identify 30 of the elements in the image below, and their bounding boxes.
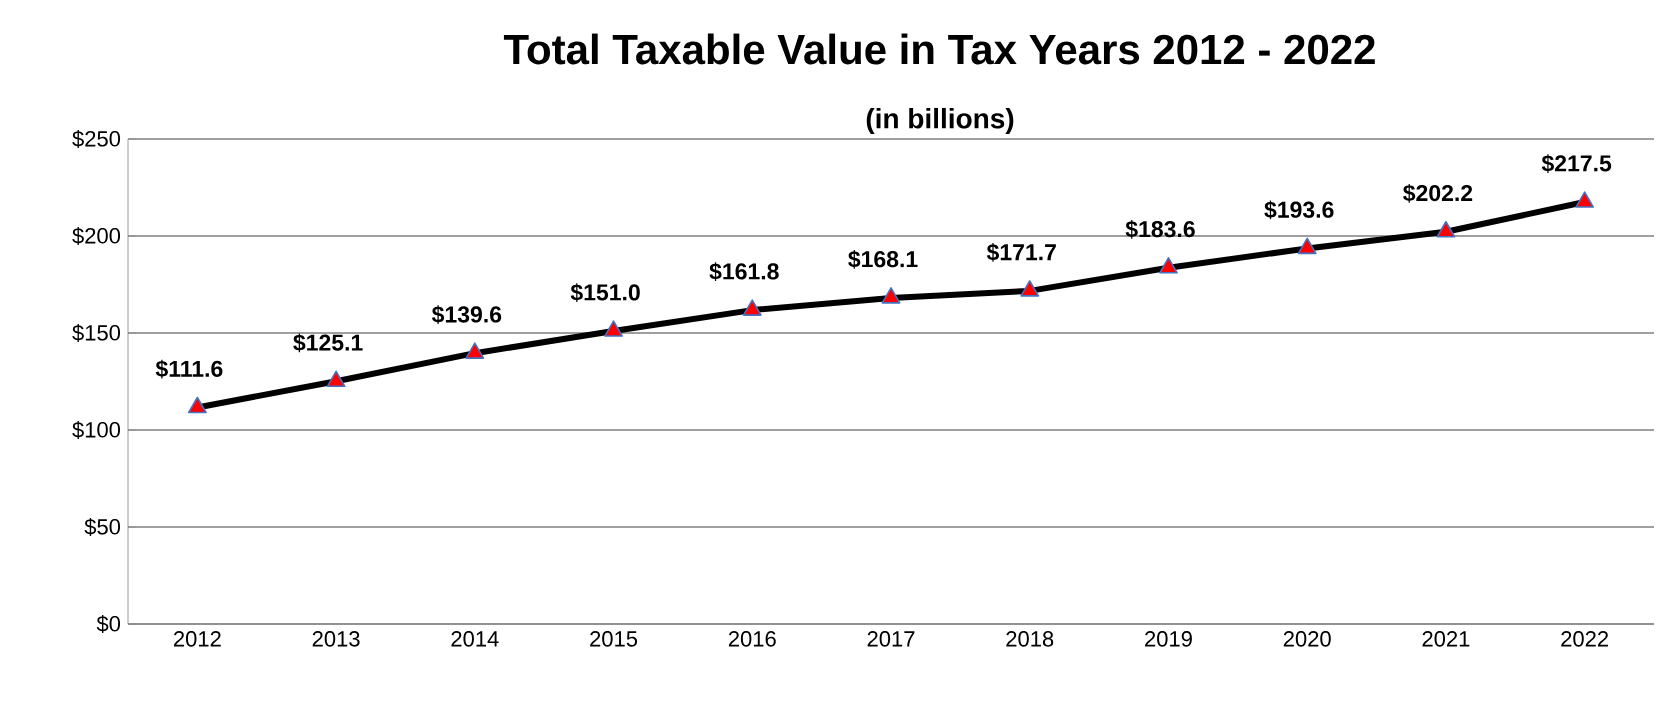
x-tick-label: 2012 bbox=[174, 631, 221, 647]
chart-title: Total Taxable Value in Tax Years 2012 - 2022 bbox=[503, 33, 1375, 65]
data-label: $151.0 bbox=[570, 283, 640, 302]
y-tick-label: $200 bbox=[72, 227, 121, 245]
x-tick-label: 2019 bbox=[1145, 631, 1192, 647]
y-tick-label: $0 bbox=[96, 615, 121, 633]
x-tick-label: 2017 bbox=[867, 631, 915, 647]
x-tick-label: 2018 bbox=[1006, 631, 1054, 647]
chart-subtitle: (in billions) bbox=[866, 107, 1014, 135]
x-tick-label: 2014 bbox=[451, 631, 499, 647]
data-label: $171.7 bbox=[986, 243, 1056, 262]
x-tick-label: 2021 bbox=[1422, 631, 1470, 647]
data-label: $193.6 bbox=[1264, 200, 1334, 220]
x-tick-label: 2022 bbox=[1561, 631, 1609, 647]
x-tick-label: 2015 bbox=[590, 631, 638, 647]
data-label: $125.1 bbox=[293, 333, 363, 353]
data-label: $139.6 bbox=[431, 305, 502, 325]
y-tick-label: $150 bbox=[72, 324, 121, 342]
x-tick-label: 2016 bbox=[728, 631, 776, 647]
x-tick-label: 2020 bbox=[1283, 631, 1331, 647]
y-tick-label: $100 bbox=[72, 421, 121, 439]
y-tick-label: $50 bbox=[84, 518, 121, 536]
data-label: $111.6 bbox=[155, 359, 223, 379]
y-tick-label: $250 bbox=[72, 130, 121, 148]
data-label: $183.6 bbox=[1125, 219, 1195, 239]
data-label: $161.8 bbox=[709, 262, 779, 282]
data-label: $202.2 bbox=[1403, 183, 1473, 203]
x-tick-label: 2013 bbox=[312, 631, 360, 647]
data-label: $168.1 bbox=[848, 250, 918, 269]
data-label: $217.5 bbox=[1541, 154, 1612, 173]
